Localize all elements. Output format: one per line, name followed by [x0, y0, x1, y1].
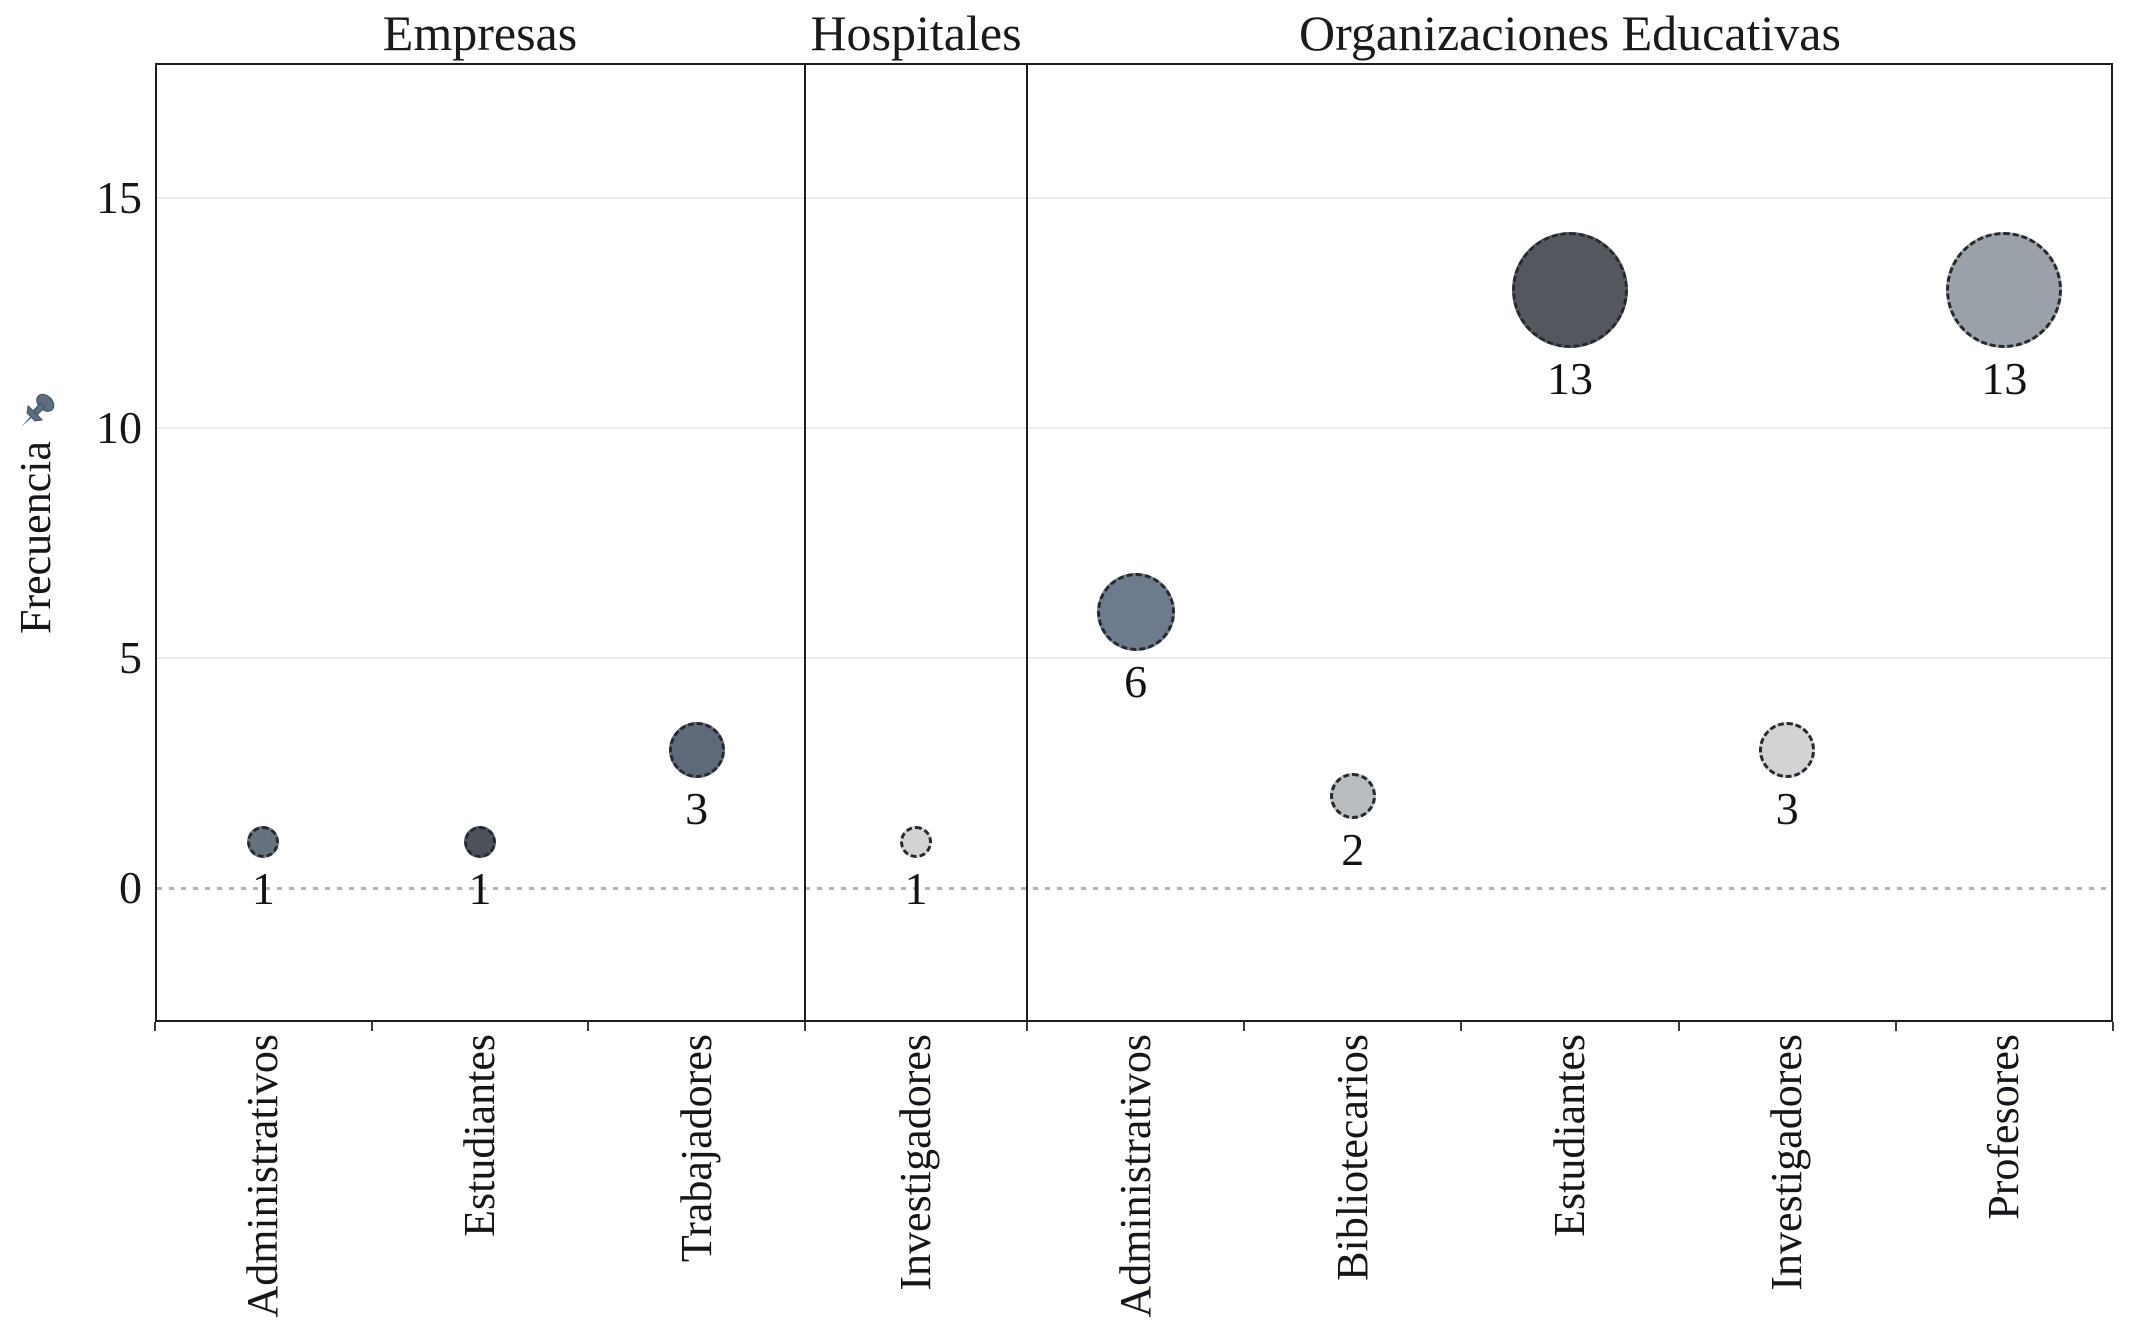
- axis-tick-mark: [1895, 1022, 1897, 1031]
- category-label-estudiantes: Estudiantes: [455, 1034, 504, 1237]
- axis-tick-mark: [1026, 1022, 1028, 1031]
- bubble-bibliotecarios: [1329, 773, 1376, 819]
- bubble-value-label: 2: [1341, 824, 1365, 875]
- axis-tick-mark: [1460, 1022, 1462, 1031]
- bubble-profesores: [1946, 232, 2063, 348]
- panel-title: Empresas: [382, 5, 578, 61]
- gridline-y15: [157, 197, 2111, 199]
- bubble-value-label: 3: [685, 783, 709, 834]
- category-label-administrativos: Administrativos: [238, 1034, 288, 1318]
- y-tick-label: 15: [96, 172, 142, 223]
- category-label-profesores: Profesores: [1979, 1034, 2029, 1220]
- axis-tick-mark: [154, 1022, 156, 1031]
- bubble-administrativos: [1096, 573, 1175, 651]
- bubble-value-label: 13: [1981, 353, 2028, 404]
- bubble-administrativos: [247, 826, 280, 858]
- bubble-estudiantes: [1512, 232, 1628, 348]
- bubble-value-label: 6: [1124, 656, 1148, 707]
- bubble-value-label: 3: [1775, 783, 1799, 834]
- category-label-administrativos: Administrativos: [1110, 1034, 1160, 1318]
- zero-gridline: [157, 887, 2111, 890]
- y-axis-title: Frecuencia: [11, 441, 60, 634]
- y-tick-label: 10: [96, 402, 142, 453]
- bubble-investigadores: [900, 826, 932, 858]
- axis-tick-mark: [371, 1022, 373, 1031]
- category-label-investigadores: Investigadores: [891, 1034, 940, 1291]
- pushpin-icon: [21, 393, 55, 427]
- y-tick-label: 0: [119, 862, 142, 913]
- gridline-y10: [157, 427, 2111, 429]
- bubble-investigadores: [1759, 722, 1816, 778]
- panel-divider: [804, 63, 806, 1022]
- axis-tick-mark: [2112, 1022, 2114, 1031]
- category-label-trabajadores: Trabajadores: [671, 1034, 721, 1263]
- panel-title: Organizaciones Educativas: [1299, 5, 1841, 61]
- bubble-value-label: 1: [904, 863, 928, 914]
- y-tick-label: 5: [119, 632, 142, 683]
- panel-title: Hospitales: [810, 5, 1022, 61]
- category-label-investigadores: Investigadores: [1762, 1034, 1812, 1291]
- plot-area: [155, 63, 2113, 1022]
- panel-divider: [1026, 63, 1028, 1022]
- bubble-value-label: 13: [1547, 353, 1593, 404]
- category-label-estudiantes: Estudiantes: [1545, 1034, 1594, 1237]
- category-label-bibliotecarios: Bibliotecarios: [1327, 1034, 1377, 1281]
- axis-tick-mark: [1243, 1022, 1245, 1031]
- axis-tick-mark: [804, 1022, 806, 1031]
- axis-tick-mark: [587, 1022, 589, 1031]
- gridline-y5: [157, 657, 2111, 659]
- axis-tick-mark: [1678, 1022, 1680, 1031]
- bubble-value-label: 1: [251, 863, 275, 914]
- bubble-trabajadores: [668, 722, 725, 778]
- bubble-estudiantes: [464, 826, 496, 858]
- bubble-value-label: 1: [468, 863, 492, 914]
